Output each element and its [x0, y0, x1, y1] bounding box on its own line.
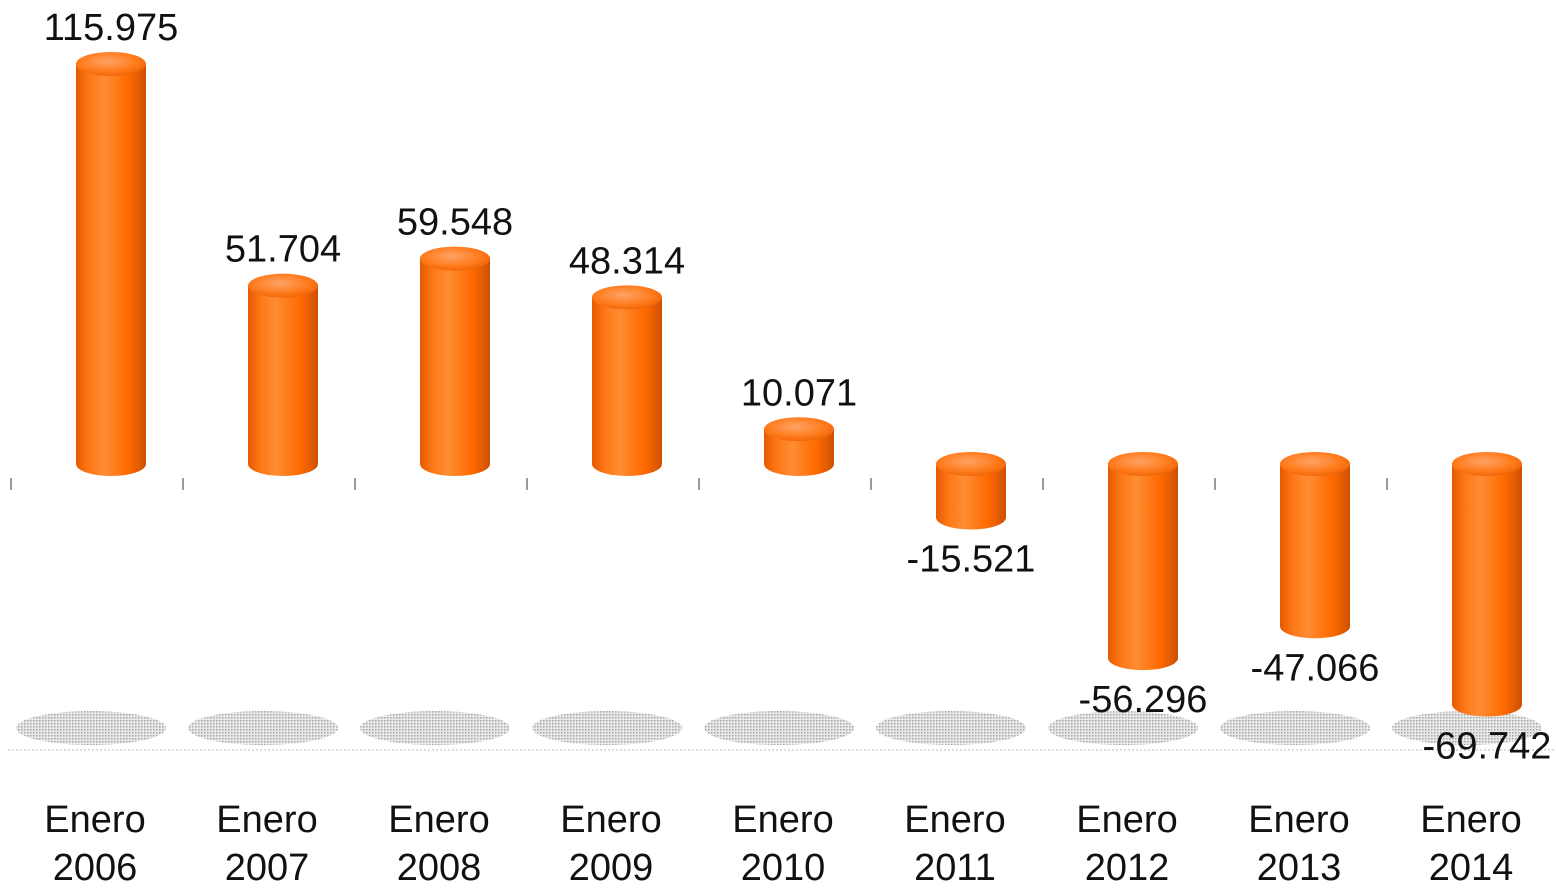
bar-floor-shadow: [16, 711, 166, 745]
category-label-line2: 2009: [569, 847, 654, 886]
bar: [248, 273, 318, 476]
category-label-line1: Enero: [904, 799, 1005, 841]
bar: [1108, 452, 1178, 671]
bars-layer: [76, 52, 1522, 717]
bar: [764, 417, 834, 476]
category-label-line2: 2007: [225, 847, 310, 886]
bar-floor-shadow: [188, 711, 338, 745]
data-label: 51.704: [225, 229, 341, 271]
bar-body: [420, 258, 490, 476]
category-label-line1: Enero: [732, 799, 833, 841]
data-label: -47.066: [1251, 647, 1380, 689]
bar-cap: [936, 452, 1006, 476]
bar-cap: [1108, 452, 1178, 476]
bar: [936, 452, 1006, 530]
bar-floor-shadow: [1220, 711, 1370, 745]
bar-body: [936, 464, 1006, 530]
bar-body: [592, 297, 662, 476]
category-label-line1: Enero: [216, 799, 317, 841]
bar-body: [764, 429, 834, 476]
bar-cap: [1452, 452, 1522, 476]
category-label-line2: 2011: [914, 847, 996, 886]
bar-cap: [76, 52, 146, 76]
data-label: 10.071: [741, 372, 857, 414]
bar-body: [1108, 464, 1178, 671]
bar-cap: [420, 246, 490, 271]
bar-cap: [248, 273, 318, 298]
data-label: 59.548: [397, 202, 513, 244]
data-label: -69.742: [1423, 726, 1552, 768]
bar-body: [1280, 464, 1350, 639]
category-label-line2: 2014: [1429, 847, 1514, 886]
bar-floor-shadow: [1392, 711, 1542, 745]
data-label: -56.296: [1079, 679, 1208, 721]
category-label-line1: Enero: [388, 799, 489, 841]
bar-body: [1452, 464, 1522, 717]
bar-cap: [1280, 452, 1350, 476]
category-label-line2: 2008: [397, 847, 482, 886]
labels-layer: 115.975 Enero 2006 51.704 Enero 2007 59.548 Ene…: [44, 7, 1552, 889]
bar-cap: [592, 285, 662, 310]
bar-floor-shadow: [532, 711, 682, 745]
bar-cap: [764, 417, 834, 442]
floor-layer: [16, 711, 1542, 745]
bar: [1280, 452, 1350, 639]
category-label-line1: Enero: [1420, 799, 1521, 841]
category-label-line2: 2013: [1257, 847, 1342, 886]
data-label: 48.314: [569, 240, 685, 282]
data-label: -15.521: [907, 539, 1036, 581]
bar: [592, 285, 662, 476]
bar-floor-shadow: [704, 711, 854, 745]
bar: [420, 246, 490, 476]
category-label-line1: Enero: [1248, 799, 1349, 841]
category-label-line1: Enero: [44, 799, 145, 841]
category-label-line1: Enero: [560, 799, 661, 841]
data-label: 115.975: [44, 7, 179, 49]
bar: [76, 52, 146, 476]
category-label-line1: Enero: [1076, 799, 1177, 841]
bar: [1452, 452, 1522, 717]
bar-body: [248, 285, 318, 476]
bar-body: [76, 64, 146, 476]
bar-floor-shadow: [360, 711, 510, 745]
category-label-line2: 2012: [1085, 847, 1170, 886]
category-label-line2: 2010: [741, 847, 826, 886]
bar-floor-shadow: [1048, 711, 1198, 745]
bar-floor-shadow: [876, 711, 1026, 745]
category-label-line2: 2006: [53, 847, 138, 886]
